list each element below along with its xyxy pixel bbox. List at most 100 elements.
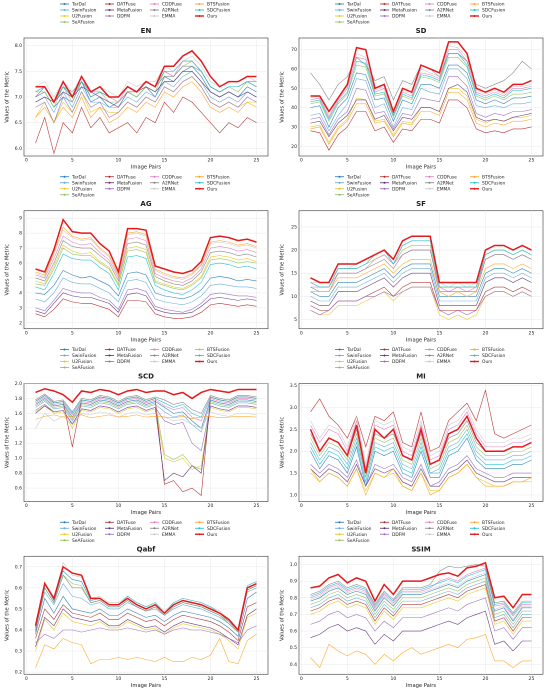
series-line <box>35 399 257 470</box>
x-tick-label: 20 <box>208 503 214 509</box>
legend-marker <box>338 533 341 536</box>
series-line <box>35 218 257 275</box>
plot-area <box>23 555 269 675</box>
legend-marker <box>383 521 386 524</box>
legend-marker <box>198 533 201 536</box>
series-line <box>310 437 532 487</box>
series-line <box>310 57 532 122</box>
legend-label: U2Fusion <box>347 14 367 20</box>
legend-label: BTSFusion <box>482 347 505 353</box>
series-line <box>35 49 257 104</box>
legend-label: SDCFusion <box>207 526 230 532</box>
y-tick-label: 1.8 <box>15 396 22 402</box>
legend-label: MetaFusion <box>392 8 417 14</box>
legend-label: SeAFusion <box>347 192 370 198</box>
y-tick-label: 6.0 <box>15 146 22 152</box>
legend-marker <box>383 187 386 190</box>
legend-label: BTSFusion <box>482 174 505 180</box>
legend-marker <box>108 360 111 363</box>
x-axis-label: Image Pairs <box>406 337 437 343</box>
chart-title: SCD <box>138 373 154 381</box>
legend-marker <box>473 175 476 178</box>
x-axis-label: Image Pairs <box>406 683 437 689</box>
y-tick-label: 6.5 <box>15 120 22 126</box>
legend-marker <box>338 354 341 357</box>
series-line <box>310 569 532 615</box>
x-tick-label: 10 <box>115 158 121 164</box>
legend-label: TarDal <box>346 2 361 8</box>
x-tick-label: 15 <box>161 676 167 682</box>
x-tick-label: 5 <box>346 676 349 682</box>
legend-marker <box>153 181 156 184</box>
legend-marker <box>383 527 386 530</box>
legend-label: SDCFusion <box>482 180 505 186</box>
legend-label: SeAFusion <box>72 192 95 198</box>
y-tick-label: 2.5 <box>290 427 297 433</box>
legend-label: Ours <box>207 14 218 20</box>
y-tick-label: 0.8 <box>15 471 22 477</box>
legend-label: SeAFusion <box>72 538 95 544</box>
legend-marker <box>108 348 111 351</box>
series-line <box>310 574 532 622</box>
legend-label: DDFM <box>117 532 130 538</box>
legend-label: SwinFusion <box>347 180 372 186</box>
legend-marker <box>338 9 341 11</box>
x-axis-label: Image Pairs <box>131 165 162 171</box>
legend-marker <box>383 348 386 351</box>
series-line <box>310 455 532 488</box>
legend-marker <box>63 366 66 369</box>
legend-label: TarDal <box>71 2 86 8</box>
y-tick-label: 1.0 <box>15 456 22 462</box>
legend-marker <box>428 360 431 363</box>
series-line <box>310 463 532 496</box>
legend-marker <box>108 181 111 184</box>
x-tick-label: 10 <box>390 158 396 164</box>
legend-label: DATFuse <box>117 2 136 8</box>
legend-marker <box>338 366 341 369</box>
series-line <box>35 235 257 283</box>
legend-label: DATFuse <box>117 347 136 353</box>
x-tick-label: 0 <box>300 158 303 164</box>
series-line <box>310 268 532 302</box>
legend-marker <box>153 533 156 536</box>
legend-label: MetaFusion <box>117 8 142 14</box>
x-tick-label: 25 <box>254 330 260 336</box>
legend-marker <box>63 360 66 363</box>
x-tick-label: 10 <box>390 676 396 682</box>
legend-label: DDFM <box>117 359 130 365</box>
legend-marker <box>198 15 201 17</box>
legend-marker <box>198 175 201 178</box>
series-line <box>35 76 257 124</box>
legend-label: EMMA <box>162 359 175 365</box>
legend-label: DATFuse <box>392 520 411 526</box>
x-tick-label: 0 <box>25 158 28 164</box>
legend-label: CDDFuse <box>162 2 182 8</box>
legend-marker <box>108 9 111 11</box>
legend-label: DATFuse <box>392 174 411 180</box>
legend-label: CDDFuse <box>437 520 457 526</box>
series-line <box>310 567 532 617</box>
legend-label: CDDFuse <box>162 174 182 180</box>
y-tick-label: 1.6 <box>15 411 22 417</box>
y-axis-label: Values of the Metric <box>5 417 11 469</box>
legend-marker <box>63 21 66 23</box>
series-line <box>310 235 532 284</box>
legend-label: U2Fusion <box>72 532 92 538</box>
legend-marker <box>338 3 341 5</box>
legend-label: EMMA <box>162 186 175 192</box>
x-tick-label: 10 <box>115 330 121 336</box>
y-axis-label: Values of the Metric <box>280 417 286 469</box>
legend-label: BTSFusion <box>482 520 505 526</box>
legend-marker <box>198 521 201 524</box>
series-line <box>310 53 532 120</box>
y-tick-label: 4 <box>19 290 22 296</box>
legend-label: DDFM <box>117 14 130 20</box>
series-line <box>35 277 257 306</box>
legend-label: TarDal <box>71 347 86 353</box>
legend-marker <box>153 175 156 178</box>
legend-label: SDCFusion <box>207 353 230 359</box>
legend-label: BTSFusion <box>207 520 230 526</box>
series-line <box>310 99 532 151</box>
